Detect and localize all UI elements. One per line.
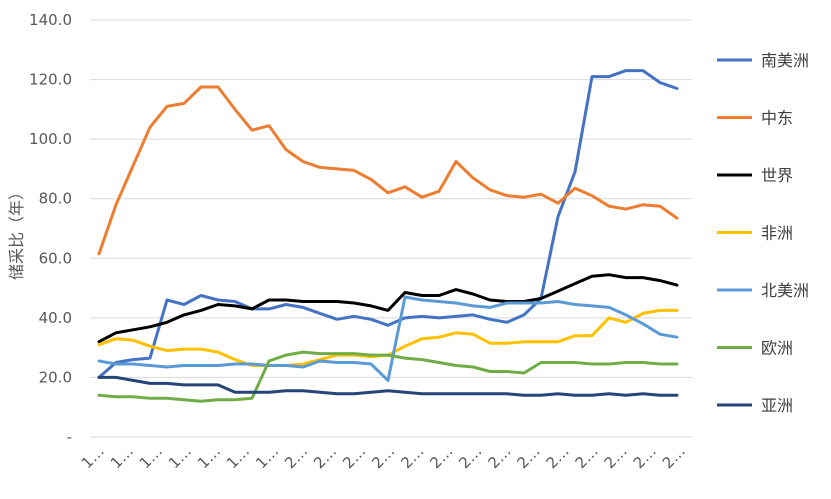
y-axis-label: 储采比（年） bbox=[7, 184, 26, 280]
y-tick-label: 80.0 bbox=[39, 190, 72, 208]
legend-label: 亚洲 bbox=[761, 396, 793, 415]
series-line bbox=[97, 375, 679, 397]
legend-label: 中东 bbox=[761, 109, 793, 128]
y-tick-label: 140.0 bbox=[29, 11, 72, 29]
y-axis-ticks: - 20.0 40.0 60.0 80.0 100.0 120.0 140.0 bbox=[29, 11, 72, 446]
legend-label: 世界 bbox=[761, 166, 793, 185]
y-tick-label: 120.0 bbox=[29, 71, 72, 89]
series-line bbox=[97, 69, 679, 379]
series-lines bbox=[97, 69, 679, 403]
legend-label: 欧洲 bbox=[761, 339, 793, 358]
series-line bbox=[97, 295, 679, 382]
y-tick-label: 40.0 bbox=[39, 309, 72, 327]
series-line bbox=[97, 350, 679, 403]
series-line bbox=[97, 85, 679, 256]
series-line bbox=[97, 273, 679, 344]
y-tick-label: 100.0 bbox=[29, 130, 72, 148]
y-tick-label: 60.0 bbox=[39, 249, 72, 267]
legend-label: 北美洲 bbox=[761, 281, 809, 300]
y-tick-label: 20.0 bbox=[39, 368, 72, 386]
y-tick-label: - bbox=[67, 428, 72, 446]
legend-label: 非洲 bbox=[761, 224, 793, 243]
gridlines bbox=[90, 19, 692, 378]
legend-label: 南美洲 bbox=[761, 51, 809, 70]
